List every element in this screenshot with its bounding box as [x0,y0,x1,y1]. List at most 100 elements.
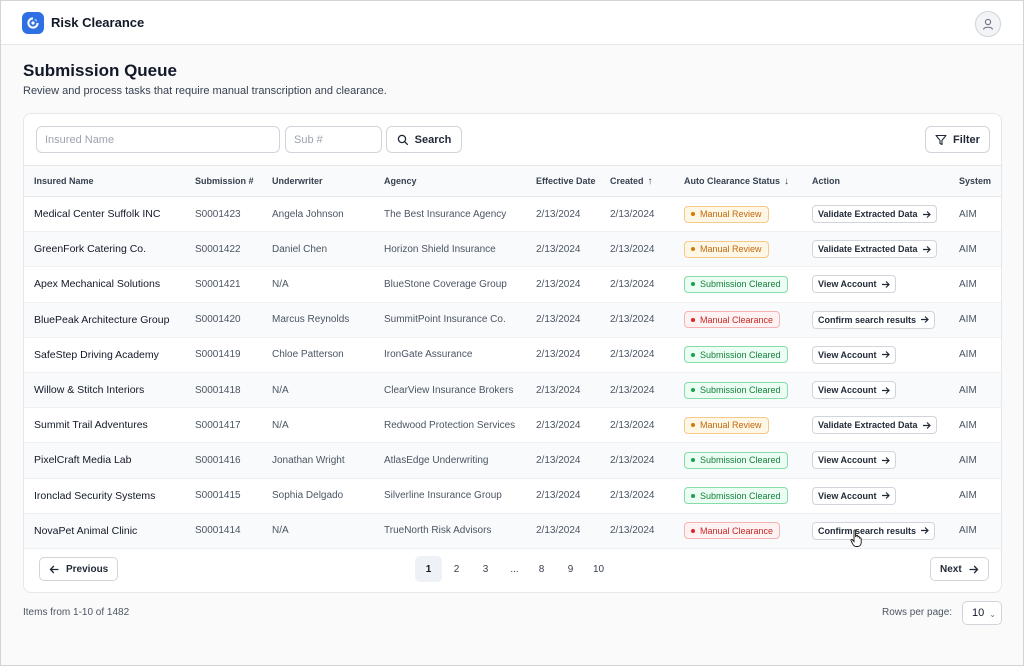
rows-per-page-select[interactable]: 10 ⌄ [962,601,1002,625]
status-badge: Submission Cleared [684,346,788,364]
cell-system: AIM [949,513,1001,549]
cell-insured-name: Summit Trail Adventures [24,407,185,444]
chevron-down-icon: ⌄ [989,610,996,619]
filter-icon [935,134,947,145]
header-underwriter[interactable]: Underwriter [262,165,374,197]
page-number-button[interactable]: 3 [482,563,489,575]
cell-submission-number: S0001420 [185,302,262,338]
submission-queue-card: Search Filter Insured Name Submission # … [23,113,1002,593]
status-badge-label: Submission Cleared [700,279,781,290]
cell-system: AIM [949,442,1001,479]
cell-status: Manual Clearance [674,513,802,549]
table-row[interactable]: Apex Mechanical Solutions S0001421 N/A Blue… [24,266,1001,303]
cell-submission-number: S0001421 [185,266,262,303]
search-button[interactable]: Search [386,126,462,153]
cell-underwriter: Daniel Chen [262,231,374,268]
page-title: Submission Queue [23,61,177,80]
row-action-button[interactable]: Validate Extracted Data [812,416,937,435]
filter-button[interactable]: Filter [925,126,990,153]
status-dot-icon [691,247,695,252]
header-auto-clearance-status[interactable]: Auto Clearance Status ↓ [674,165,802,197]
cell-action: Validate Extracted Data [802,407,949,444]
cell-status: Submission Cleared [674,478,802,514]
header-agency[interactable]: Agency [374,165,526,197]
cell-agency: IronGate Assurance [374,337,526,373]
cell-created: 2/13/2024 [600,478,674,514]
rows-per-page-label: Rows per page: [882,607,953,618]
table-row[interactable]: NovaPet Animal Clinic S0001414 N/A TrueNort… [24,513,1001,549]
cell-status: Manual Review [674,231,802,268]
rows-per-page-value: 10 [972,607,985,619]
header-insured-name[interactable]: Insured Name [24,165,185,197]
cell-underwriter: Jonathan Wright [262,442,374,479]
status-badge-label: Manual Review [700,209,762,220]
app-logo-icon[interactable] [22,11,44,34]
cell-created: 2/13/2024 [600,407,674,444]
cell-effective-date: 2/13/2024 [526,407,600,444]
cell-system: AIM [949,372,1001,409]
page-number-button[interactable]: 9 [567,563,574,575]
next-label: Next [940,563,962,575]
row-action-button[interactable]: View Account [812,486,896,505]
row-action-label: View Account [818,349,877,360]
row-action-label: View Account [818,279,877,290]
cell-underwriter: Marcus Reynolds [262,302,374,338]
cell-effective-date: 2/13/2024 [526,442,600,479]
table-row[interactable]: Summit Trail Adventures S0001417 N/A Redwoo… [24,407,1001,444]
row-action-button[interactable]: Validate Extracted Data [812,240,937,259]
insured-name-input[interactable] [36,126,280,153]
search-button-label: Search [414,133,452,146]
cell-action: Confirm search results [802,513,949,549]
status-badge: Submission Cleared [684,275,788,293]
user-avatar-button[interactable] [975,11,1001,37]
status-dot-icon [691,282,695,287]
cell-submission-number: S0001423 [185,196,262,233]
cell-agency: AtlasEdge Underwriting [374,442,526,479]
row-action-button[interactable]: View Account [812,345,896,364]
header-effective-date[interactable]: Effective Date [526,165,600,197]
header-created[interactable]: Created ↑ [600,165,674,197]
table-row[interactable]: Willow & Stitch Interiors S0001418 N/A Clea… [24,372,1001,409]
row-action-button[interactable]: Confirm search results [812,521,936,540]
app-title: Risk Clearance [51,15,145,30]
cell-created: 2/13/2024 [600,196,674,233]
cell-insured-name: Medical Center Suffolk INC [24,196,185,233]
row-action-button[interactable]: Validate Extracted Data [812,205,937,224]
status-dot-icon [691,528,695,533]
table-row[interactable]: PixelCraft Media Lab S0001416 Jonathan Wri… [24,442,1001,479]
row-action-button[interactable]: View Account [812,381,896,400]
cell-insured-name: Willow & Stitch Interiors [24,372,185,409]
cell-status: Submission Cleared [674,266,802,303]
page-number-button[interactable]: 2 [453,563,460,575]
row-action-button[interactable]: View Account [812,275,896,294]
submission-number-input[interactable] [285,126,382,153]
header-submission-number[interactable]: Submission # [185,165,262,197]
status-badge-label: Submission Cleared [700,349,781,360]
row-action-button[interactable]: View Account [812,451,896,470]
row-action-button[interactable]: Confirm search results [812,310,936,329]
page-number-button[interactable]: 8 [538,563,545,575]
cell-submission-number: S0001417 [185,407,262,444]
status-badge: Manual Review [684,205,769,223]
cell-effective-date: 2/13/2024 [526,478,600,514]
row-action-label: Validate Extracted Data [818,244,918,255]
status-badge: Manual Review [684,416,769,434]
status-badge: Submission Cleared [684,487,788,505]
next-page-button[interactable]: Next [930,557,989,581]
header-system[interactable]: System [949,165,1001,197]
table-row[interactable]: Ironclad Security Systems S0001415 Sophia … [24,478,1001,514]
cell-created: 2/13/2024 [600,266,674,303]
arrow-right-icon [922,245,931,253]
table-row[interactable]: GreenFork Catering Co. S0001422 Daniel Che… [24,231,1001,268]
cell-effective-date: 2/13/2024 [526,372,600,409]
page-number-button[interactable]: 10 [592,563,605,575]
previous-page-button[interactable]: Previous [39,557,119,581]
page-number-button[interactable]: 1 [415,556,442,582]
row-action-label: Confirm search results [818,525,917,536]
status-badge-label: Submission Cleared [700,455,781,466]
table-row[interactable]: SafeStep Driving Academy S0001419 Chloe Pa… [24,337,1001,373]
cell-underwriter: N/A [262,372,374,409]
table-row[interactable]: Medical Center Suffolk INC S0001423 Angela… [24,196,1001,233]
table-row[interactable]: BluePeak Architecture Group S0001420 Marcu… [24,302,1001,338]
status-dot-icon [691,458,695,463]
